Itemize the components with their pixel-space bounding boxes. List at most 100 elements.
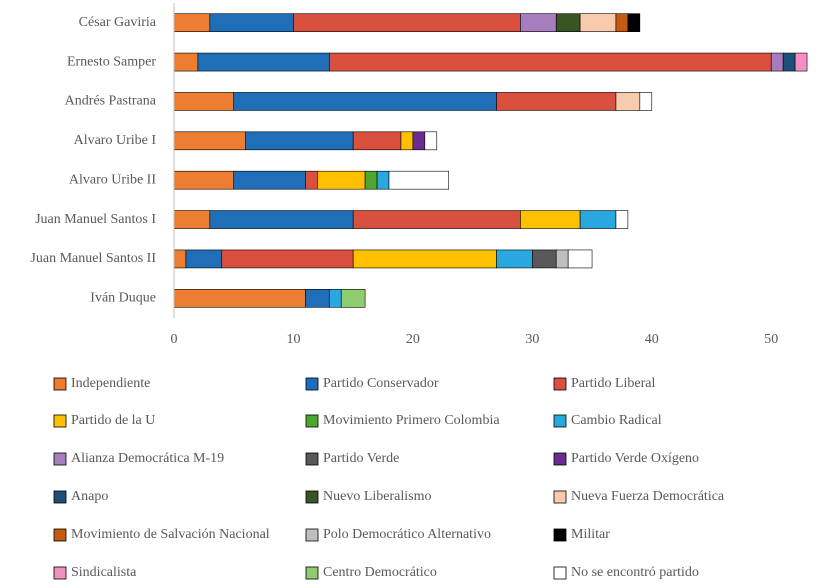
legend-label: Militar bbox=[571, 527, 610, 542]
bar-segment bbox=[340, 289, 366, 308]
legend-swatch bbox=[305, 490, 319, 504]
bar-segment bbox=[364, 170, 378, 190]
bar-segment bbox=[352, 210, 521, 229]
bar-segment bbox=[197, 52, 330, 72]
legend-swatch bbox=[53, 490, 67, 504]
bar-segment bbox=[328, 289, 342, 308]
legend-label: Nuevo Liberalismo bbox=[323, 489, 431, 504]
legend-label: Movimiento de Salvación Nacional bbox=[71, 527, 270, 542]
x-tick-label: 20 bbox=[406, 332, 420, 347]
bar-segment bbox=[317, 170, 366, 190]
legend-label: Independiente bbox=[71, 376, 150, 391]
bar-segment bbox=[496, 249, 533, 269]
bar-segment bbox=[245, 131, 354, 151]
bar-segment bbox=[615, 210, 629, 229]
bar-segment bbox=[639, 92, 653, 111]
bar-segment bbox=[400, 131, 414, 151]
legend-label: Polo Democrático Alternativo bbox=[323, 527, 491, 542]
bar-segment bbox=[520, 210, 581, 229]
bar-segment bbox=[293, 13, 521, 32]
bar-segment bbox=[555, 13, 581, 32]
bar-segment bbox=[352, 249, 497, 269]
legend-swatch bbox=[305, 566, 319, 580]
legend-swatch bbox=[53, 414, 67, 428]
bar-segment bbox=[424, 131, 438, 151]
bar-segment bbox=[173, 52, 199, 72]
legend-label: Partido Verde bbox=[323, 451, 399, 466]
bar-segment bbox=[233, 170, 306, 190]
bar-segment bbox=[376, 170, 390, 190]
bar-segment bbox=[555, 249, 569, 269]
bar-segment bbox=[221, 249, 354, 269]
legend-swatch bbox=[305, 528, 319, 542]
legend-swatch bbox=[305, 414, 319, 428]
bar-segment bbox=[567, 249, 593, 269]
legend-label: Partido Liberal bbox=[571, 376, 655, 391]
legend-swatch bbox=[53, 377, 67, 391]
bar-segment bbox=[615, 92, 641, 111]
bar-segment bbox=[627, 13, 641, 32]
legend-label: Partido de la U bbox=[71, 413, 155, 428]
legend-label: Cambio Radical bbox=[571, 413, 662, 428]
bar-segment bbox=[782, 52, 796, 72]
legend-swatch bbox=[553, 377, 567, 391]
bar-segment bbox=[305, 170, 318, 190]
legend-label: Nueva Fuerza Democrática bbox=[571, 489, 725, 504]
y-tick-label: César Gaviria bbox=[79, 15, 157, 30]
legend-label: Sindicalista bbox=[71, 565, 137, 580]
bar-segment bbox=[794, 52, 808, 72]
y-tick-label: Alvaro Uribe II bbox=[69, 172, 156, 187]
bar-segment bbox=[615, 13, 629, 32]
y-tick-label: Alvaro Uribe I bbox=[74, 133, 157, 148]
y-tick-label: Andrés Pastrana bbox=[65, 94, 157, 109]
bar-segment bbox=[579, 210, 617, 229]
x-tick-label: 0 bbox=[171, 332, 178, 347]
y-tick-label: Ernesto Samper bbox=[67, 54, 156, 69]
legend-swatch bbox=[553, 452, 567, 466]
bar-segment bbox=[185, 249, 223, 269]
y-tick-label: Juan Manuel Santos II bbox=[30, 251, 156, 266]
legend-label: Centro Democrático bbox=[323, 565, 437, 580]
bar-segment bbox=[173, 92, 235, 111]
bar-segment bbox=[770, 52, 784, 72]
bar-segment bbox=[209, 13, 294, 32]
bar-segment bbox=[328, 52, 772, 72]
bar-segment bbox=[173, 131, 246, 151]
y-tick-label: Iván Duque bbox=[90, 291, 156, 306]
bar-segment bbox=[388, 170, 450, 190]
x-tick-label: 30 bbox=[525, 332, 539, 347]
x-tick-label: 40 bbox=[645, 332, 659, 347]
bar-segment bbox=[532, 249, 557, 269]
legend-label: Movimiento Primero Colombia bbox=[323, 413, 500, 428]
legend-swatch bbox=[553, 490, 567, 504]
bar-segment bbox=[173, 289, 306, 308]
legend-swatch bbox=[553, 414, 567, 428]
x-tick-label: 50 bbox=[764, 332, 778, 347]
bar-segment bbox=[520, 13, 557, 32]
bar-segment bbox=[352, 131, 402, 151]
bar-segment bbox=[496, 92, 617, 111]
x-tick-label: 10 bbox=[286, 332, 300, 347]
legend-swatch bbox=[553, 566, 567, 580]
legend-label: No se encontró partido bbox=[571, 565, 699, 580]
legend-swatch bbox=[53, 528, 67, 542]
legend-label: Alianza Democrática M-19 bbox=[71, 451, 224, 466]
legend-swatch bbox=[553, 528, 567, 542]
legend-swatch bbox=[53, 566, 67, 580]
bar-segment bbox=[173, 13, 211, 32]
legend-swatch bbox=[305, 452, 319, 466]
y-tick-label: Juan Manuel Santos I bbox=[35, 212, 156, 227]
legend-label: Anapo bbox=[71, 489, 108, 504]
bar-segment bbox=[579, 13, 617, 32]
bar-segment bbox=[305, 289, 330, 308]
legend-swatch bbox=[53, 452, 67, 466]
legend-label: Partido Conservador bbox=[323, 376, 439, 391]
bar-segment bbox=[412, 131, 426, 151]
bar-segment bbox=[173, 210, 211, 229]
bar-segment bbox=[173, 170, 235, 190]
legend-swatch bbox=[305, 377, 319, 391]
bar-segment bbox=[209, 210, 354, 229]
bar-segment bbox=[173, 249, 187, 269]
bar-segment bbox=[233, 92, 497, 111]
